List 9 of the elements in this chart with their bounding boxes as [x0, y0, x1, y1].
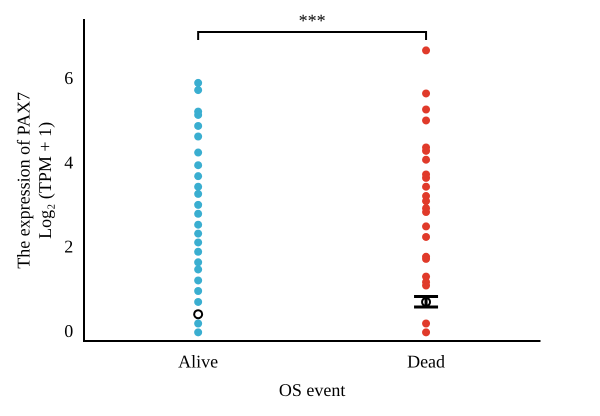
y-tick-label: 6	[64, 68, 74, 88]
y-axis-title: The expression of PAX7 Log₂ (TPM + 1)	[14, 92, 56, 269]
y-tick-label: 4	[64, 152, 74, 172]
annotation: ***	[298, 10, 326, 31]
x-tick-label: Dead	[407, 351, 446, 372]
y-tick-label: 2	[64, 236, 74, 257]
y-tick-label: 0	[64, 321, 74, 342]
x-axis-title: OS event	[278, 380, 346, 400]
x-tick-label: Alive	[178, 351, 218, 372]
